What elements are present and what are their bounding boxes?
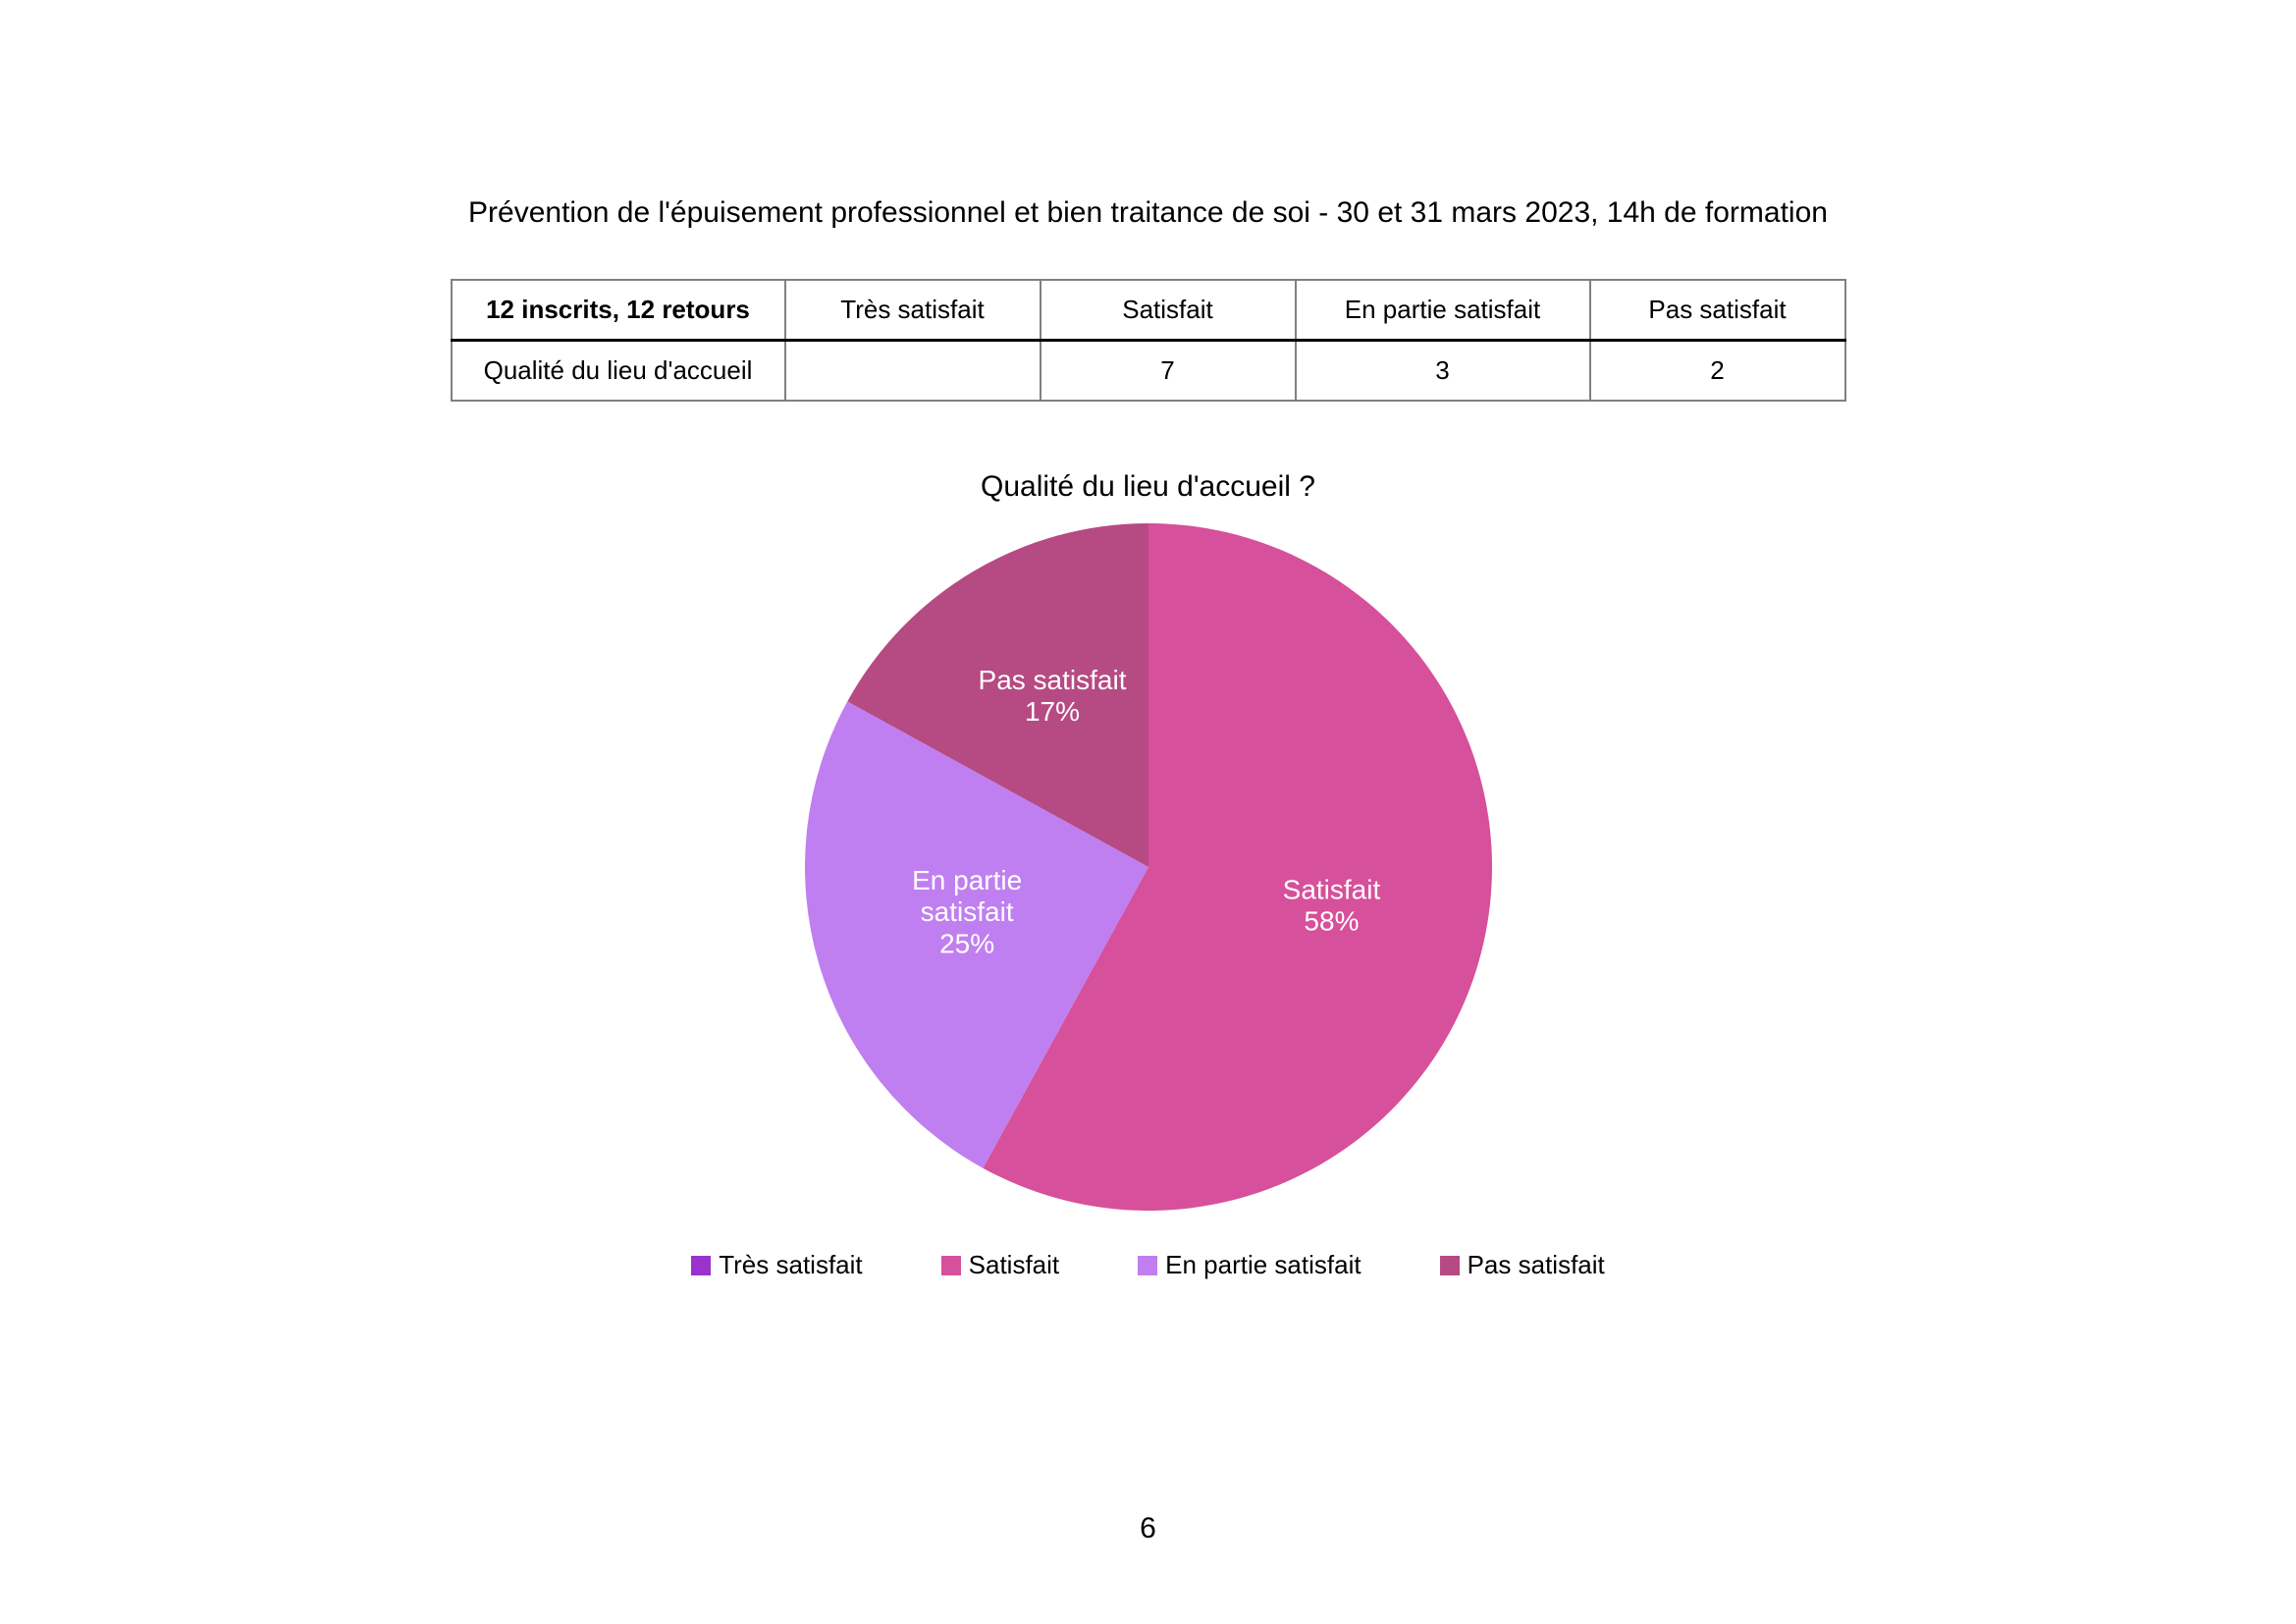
chart-legend: Très satisfait Satisfait En partie satisfa…: [0, 1250, 2296, 1282]
table-row: Qualité du lieu d'accueil 7 3 2: [452, 341, 1845, 402]
legend-item: En partie satisfait: [1138, 1250, 1361, 1280]
legend-swatch: [1138, 1256, 1157, 1275]
chart-title: Qualité du lieu d'accueil ?: [0, 470, 2296, 504]
page-number: 6: [0, 1512, 2296, 1545]
pie-chart: Satisfait58%En partiesatisfait25%Pas sat…: [805, 523, 1492, 1211]
report-page: Prévention de l'épuisement professionnel…: [0, 0, 2296, 1624]
table-header-row: 12 inscrits, 12 retours Très satisfait S…: [452, 280, 1845, 341]
table-header-col: Pas satisfait: [1590, 280, 1845, 341]
table-header-col: En partie satisfait: [1296, 280, 1590, 341]
table-cell: 7: [1041, 341, 1296, 402]
table-cell: 3: [1296, 341, 1590, 402]
legend-label: En partie satisfait: [1165, 1250, 1361, 1280]
pie-chart-block: Qualité du lieu d'accueil ? Satisfait58%…: [0, 470, 2296, 1211]
legend-swatch: [1440, 1256, 1460, 1275]
legend-label: Très satisfait: [719, 1250, 862, 1280]
page-title: Prévention de l'épuisement professionnel…: [0, 196, 2296, 230]
table-cell: 2: [1590, 341, 1845, 402]
legend-label: Satisfait: [969, 1250, 1060, 1280]
table-header-col: Satisfait: [1041, 280, 1296, 341]
table-cell: [785, 341, 1041, 402]
table-header-col: Très satisfait: [785, 280, 1041, 341]
legend-item: Très satisfait: [691, 1250, 862, 1280]
legend-label: Pas satisfait: [1468, 1250, 1605, 1280]
legend-swatch: [691, 1256, 711, 1275]
legend-item: Satisfait: [941, 1250, 1060, 1280]
legend-swatch: [941, 1256, 961, 1275]
legend-item: Pas satisfait: [1440, 1250, 1605, 1280]
table-header-summary: 12 inscrits, 12 retours: [452, 280, 785, 341]
table-row-label: Qualité du lieu d'accueil: [452, 341, 785, 402]
results-table: 12 inscrits, 12 retours Très satisfait S…: [451, 279, 1846, 402]
